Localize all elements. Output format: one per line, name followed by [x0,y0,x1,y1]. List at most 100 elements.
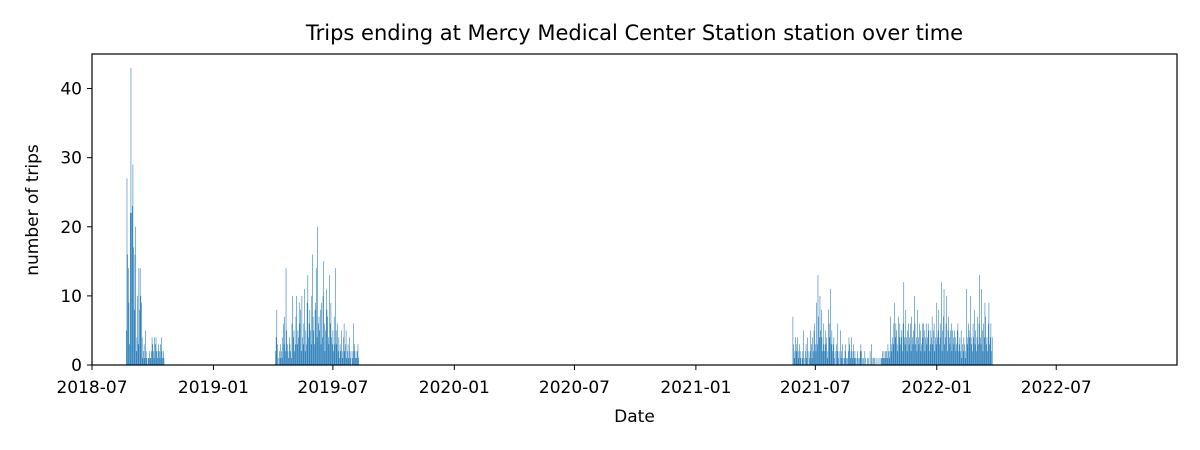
trip-bar [161,337,162,365]
trip-bar [818,316,819,365]
trip-bar [796,344,798,365]
trip-bar [130,212,131,365]
trip-bar [944,344,945,365]
trip-bar [943,316,944,365]
trip-bar [327,316,328,365]
trip-bar [968,330,970,365]
trip-bar [934,351,936,365]
trip-bar [952,330,953,365]
trip-bar [294,351,295,365]
trip-bar [293,337,294,365]
trip-bar [300,351,302,365]
trip-bar [912,337,913,365]
trip-bar [942,330,943,365]
trip-bar [126,178,128,365]
trip-bar [824,330,826,365]
trip-bar [315,302,317,365]
trip-bar [152,344,153,365]
trip-bar [831,330,833,365]
trip-bar [824,351,825,365]
trip-bar [853,344,854,365]
trip-bar [308,323,310,365]
trip-bar [958,351,959,365]
trip-bar [797,358,799,365]
trip-bar [157,358,158,365]
trip-bar [853,358,855,365]
trip-bar [322,337,323,365]
trip-bar [343,323,345,365]
trip-bar [141,337,143,365]
trip-bar [156,351,157,365]
trip-bar [281,351,282,365]
trip-bar [871,358,873,365]
trip-bar [129,344,130,365]
trip-bar [355,351,357,365]
trip-bar [848,351,849,365]
trip-bar [830,288,831,365]
trip-bar [807,337,808,365]
trip-bar [304,351,306,365]
trip-bar [908,344,910,365]
trip-bar [300,309,301,365]
trip-bar [133,247,134,365]
trip-bar [163,358,165,365]
trip-bar [962,351,964,365]
x-tick-label: 2019-01 [178,378,249,398]
trip-bar [130,67,132,365]
trip-bar [133,309,135,365]
trip-bar [340,351,342,365]
trip-bar [960,351,961,365]
trip-bar [933,330,934,365]
trip-bar [332,330,334,365]
trip-bar [947,351,948,365]
trip-bar [310,330,311,365]
trip-bar [983,323,984,365]
trip-bar [141,302,142,365]
trip-bar [979,275,980,365]
trip-bar [874,358,876,365]
trip-bar [800,358,802,365]
trip-bar [913,330,914,365]
trip-bar [950,330,951,365]
trip-bar [941,282,942,365]
trip-bar [909,337,910,365]
trip-bar [823,344,825,365]
trip-bar [916,337,917,365]
trip-bar [953,344,955,365]
trip-bar [161,351,163,365]
trip-bar [820,309,822,365]
trip-bar [925,323,927,365]
trip-bar [793,358,795,365]
trip-bar [904,337,905,365]
trip-bar [961,358,963,365]
trip-bar [919,323,920,365]
trip-bar [291,323,293,365]
x-tick-label: 2019-07 [297,378,368,398]
trip-bar [877,358,879,365]
trip-bar [828,309,829,365]
trip-bar [985,344,987,365]
trip-bar [817,275,819,365]
trip-bar [128,302,130,365]
trip-bar [293,330,295,365]
trip-bar [951,323,952,365]
trip-bar [797,337,798,365]
trip-bar [801,358,803,365]
trip-bar [149,358,151,365]
trip-bar [154,337,155,365]
trip-bar [972,351,973,365]
trip-bar [869,351,871,365]
trip-bar [312,254,313,365]
trip-bar [137,344,139,365]
trip-bar [811,344,812,365]
trip-bar [973,337,975,365]
x-tick-label: 2018-07 [56,378,127,398]
trip-bar [280,344,282,365]
trip-bar [326,309,328,365]
trip-bar [959,337,961,365]
trip-bar [301,295,303,365]
trip-bar [939,337,941,365]
trip-bar [341,351,343,365]
trip-bar [289,337,290,365]
